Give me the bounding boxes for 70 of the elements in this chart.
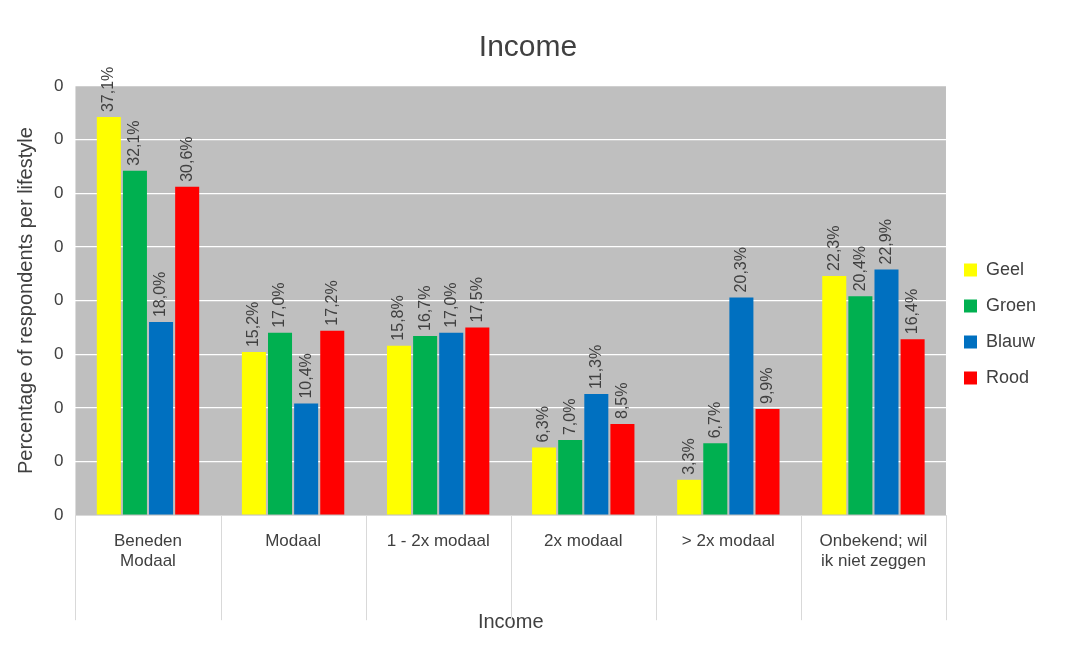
legend-label: Geel (985, 258, 1024, 279)
x-tick-label: Onbekend; wil ik niet zeggen (819, 531, 928, 571)
bar (96, 117, 121, 515)
y-tick-label: 0 (53, 504, 64, 524)
data-label: 3,3% (679, 438, 697, 475)
y-tick-label: 0 (53, 343, 64, 363)
x-tick-label: Beneden Modaal (113, 531, 183, 571)
y-tick-label: 0 (53, 236, 64, 256)
bar (413, 336, 438, 515)
data-label: 20,3% (731, 247, 749, 293)
bar (584, 393, 609, 515)
bar (848, 296, 873, 515)
bar (532, 447, 557, 515)
data-label: 16,7% (415, 285, 433, 332)
data-label: 15,8% (389, 295, 407, 341)
legend-label: Groen (985, 294, 1036, 315)
bar (677, 479, 702, 515)
y-tick-label: 0 (53, 290, 64, 310)
x-tick-label: Modaal (265, 531, 321, 551)
bar (874, 269, 899, 515)
data-label: 11,3% (586, 344, 604, 389)
bar (439, 332, 464, 515)
x-axis-title: Income (477, 609, 544, 632)
data-label: 37,1% (99, 66, 117, 113)
chart-title: Income (478, 29, 578, 63)
bar (268, 332, 293, 515)
bar (703, 443, 728, 515)
data-label: 32,1% (125, 120, 143, 166)
bar (175, 186, 200, 515)
x-tick-label: 2x modaal (544, 531, 623, 551)
y-tick-label: 0 (53, 75, 64, 95)
y-axis-title: Percentage of respondents per lifestyle (13, 127, 36, 475)
bar (294, 403, 319, 515)
data-label: 17,0% (441, 282, 459, 328)
data-label: 10,4% (296, 353, 314, 399)
data-label: 15,2% (244, 301, 262, 348)
bar (320, 330, 345, 515)
bar (122, 170, 147, 515)
data-label: 20,4% (850, 245, 868, 292)
data-label: 17,2% (322, 280, 340, 326)
legend-label: Rood (985, 366, 1029, 387)
y-tick-label: 0 (53, 129, 64, 149)
data-label: 8,5% (612, 382, 630, 419)
x-tick-label: > 2x modaal (681, 531, 775, 551)
data-label: 16,4% (903, 288, 921, 335)
bar (729, 297, 754, 515)
bar (558, 440, 583, 515)
data-label: 18,0% (151, 271, 169, 318)
y-tick-label: 0 (53, 182, 64, 202)
bar (465, 327, 490, 515)
data-label: 9,9% (757, 367, 775, 404)
bar (241, 352, 266, 515)
y-tick-label: 0 (53, 451, 64, 471)
bar (822, 275, 847, 515)
data-label: 17,0% (270, 282, 288, 328)
legend-label: Blauw (985, 330, 1036, 351)
data-label: 17,5% (467, 277, 485, 323)
data-label: 6,7% (705, 401, 723, 439)
data-label: 6,3% (534, 406, 552, 443)
data-label: 7,0% (560, 398, 578, 436)
data-label: 30,6% (177, 136, 195, 182)
bar (149, 322, 174, 515)
bar (755, 408, 780, 515)
bar (610, 424, 635, 515)
data-label: 22,9% (876, 219, 894, 265)
y-tick-label: 0 (53, 397, 64, 417)
bar (386, 345, 412, 515)
data-label: 22,3% (824, 225, 842, 271)
x-tick-label: 1 - 2x modaal (386, 531, 490, 551)
bar (900, 339, 925, 515)
